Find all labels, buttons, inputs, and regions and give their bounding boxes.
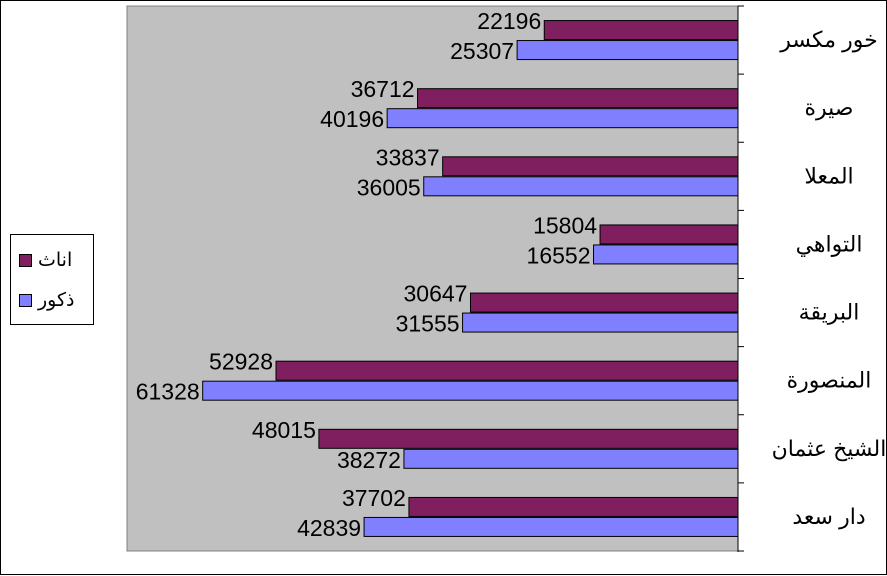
legend-label-series-1: اناث (38, 249, 73, 271)
legend-label-series-2: ذكور (38, 289, 75, 311)
category-label: دار سعد (792, 504, 865, 529)
category-label: المعلا (804, 163, 853, 188)
bar-series-2 (363, 516, 739, 537)
data-label-series-1: 15804 (533, 212, 597, 238)
bar-series-2 (423, 176, 739, 197)
data-label-series-1: 37702 (342, 485, 406, 511)
bar-series-1 (442, 156, 739, 177)
category-label: البريقة (799, 300, 860, 325)
legend-swatch-series-1 (19, 253, 32, 267)
category-label: الشيخ عثمان (772, 436, 887, 461)
bar-series-1 (275, 360, 739, 381)
bar-series-2 (593, 244, 739, 265)
bar-series-1 (417, 88, 739, 109)
data-label-series-2: 25307 (450, 38, 514, 64)
data-label-series-1: 30647 (404, 281, 468, 307)
data-label-series-2: 40196 (320, 106, 384, 132)
data-label-series-1: 36712 (351, 76, 415, 102)
bar-series-2 (202, 380, 739, 401)
legend: اناث ذكور (10, 234, 94, 325)
legend-item-series-1: اناث (19, 249, 73, 271)
bar-series-2 (516, 40, 739, 61)
category-label: التواهي (796, 231, 863, 257)
bar-series-2 (462, 312, 739, 333)
data-label-series-2: 38272 (337, 447, 401, 473)
data-label-series-2: 61328 (136, 379, 200, 405)
bar-series-1 (543, 20, 739, 41)
data-label-series-2: 31555 (396, 311, 460, 337)
category-label: المنصورة (787, 368, 872, 393)
plot-area (126, 5, 739, 552)
data-label-series-1: 33837 (376, 144, 440, 170)
legend-swatch-series-2 (19, 293, 32, 307)
data-label-series-1: 52928 (209, 349, 273, 375)
category-label: صيرة (805, 95, 854, 120)
data-label-series-1: 22196 (477, 8, 541, 34)
category-label: خور مكسر (779, 27, 877, 52)
bar-series-1 (408, 496, 739, 517)
legend-item-series-2: ذكور (19, 289, 75, 311)
data-label-series-1: 48015 (252, 417, 316, 443)
bar-series-2 (403, 448, 739, 469)
bar-series-1 (469, 292, 739, 313)
bar-series-2 (386, 108, 739, 129)
bar-series-1 (318, 428, 739, 449)
data-label-series-2: 36005 (357, 174, 421, 200)
data-label-series-2: 16552 (527, 242, 591, 268)
bar-series-1 (599, 224, 739, 245)
data-label-series-2: 42839 (297, 515, 361, 541)
